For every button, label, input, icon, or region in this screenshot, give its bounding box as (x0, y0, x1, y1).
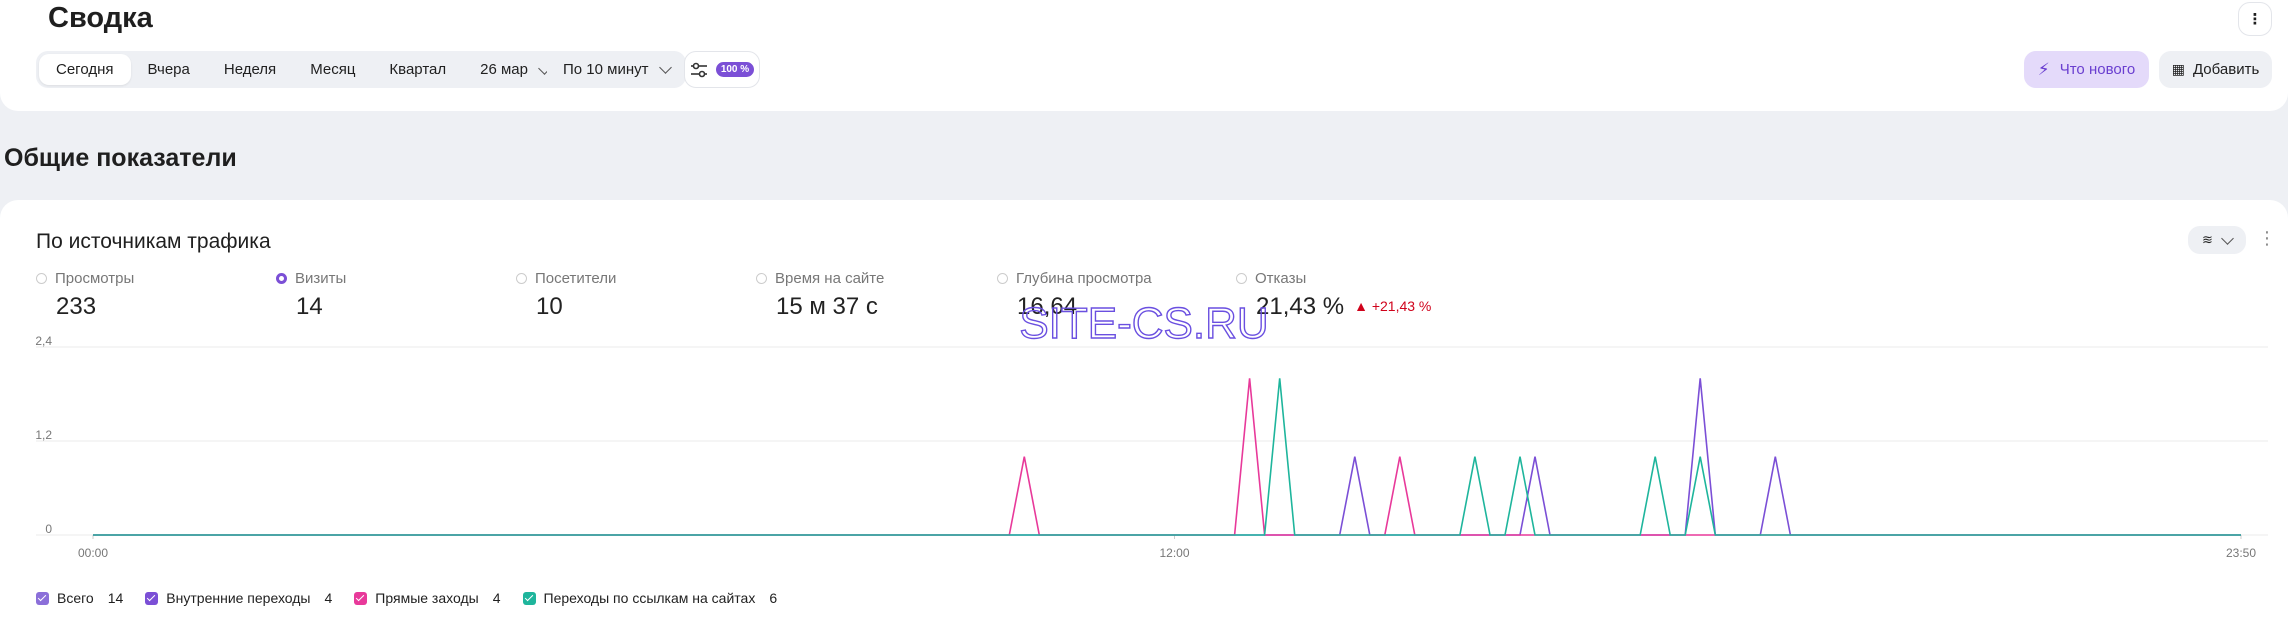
interval-label: По 10 минут (563, 61, 649, 78)
section-title: Общие показатели (4, 144, 237, 172)
metric-label-row: Посетители (516, 270, 616, 287)
metric-radio (276, 273, 287, 284)
period-tab[interactable]: 26 мар (463, 54, 566, 85)
header: Сводка Сегодня Вчера Неделя Месяц Квартал 26 … (0, 0, 2288, 111)
metric-value-row: 233 (36, 293, 134, 321)
chart-settings[interactable]: ≋ (2188, 226, 2246, 254)
metric-radio (756, 273, 767, 284)
legend-name: Прямые заходы (375, 590, 479, 606)
sampling-button[interactable]: 100 % (684, 51, 760, 88)
metric-value-row: 14 (276, 293, 346, 321)
period-tab[interactable]: Сегодня (39, 54, 131, 85)
legend-checkbox (36, 591, 49, 605)
metric-label: Глубина просмотра (1016, 270, 1152, 287)
period-tab[interactable]: Вчера (147, 61, 190, 78)
metric-value-row: 15 м 37 с (756, 293, 884, 321)
whats-new-label: Что нового (2059, 61, 2136, 78)
metric-label: Время на сайте (775, 270, 885, 287)
period-tab[interactable]: Месяц (310, 61, 356, 78)
metric-label: Отказы (1255, 270, 1307, 287)
legend: Всего 14 Внутренние переходы 4 Прямые заходы… (36, 590, 799, 606)
metric[interactable]: Посетители 10 (516, 270, 616, 321)
metric[interactable]: Визиты 14 (276, 270, 346, 321)
metric-value-row: 10 (516, 293, 616, 321)
add-button[interactable]: ▦ Добавить (2159, 51, 2272, 88)
metric-value: 14 (296, 293, 323, 320)
metric-value-row: 16,64 (997, 293, 1152, 321)
metric-value: 233 (56, 293, 97, 320)
metric-value: 16,64 (1017, 293, 1078, 320)
metric[interactable]: Просмотры 233 (36, 270, 134, 321)
legend-count: 14 (107, 590, 124, 606)
metric-radio (997, 273, 1008, 284)
metric-radio (1236, 273, 1247, 284)
metric[interactable]: Отказы 21,43 % ▲ +21,43 % (1236, 270, 1431, 321)
metric-label: Посетители (535, 270, 617, 287)
metric-radio (36, 273, 47, 284)
metric-value: 21,43 % (1256, 293, 1345, 320)
metric-label: Визиты (295, 270, 347, 287)
metric-change: ▲ +21,43 % (1354, 298, 1432, 314)
legend-name: Переходы по ссылкам на сайтах (543, 590, 756, 606)
period-tabs: Сегодня Вчера Неделя Месяц Квартал 26 мар (36, 51, 570, 88)
metric[interactable]: Глубина просмотра 16,64 (997, 270, 1152, 321)
period-tab[interactable]: Квартал (389, 61, 447, 78)
card-title: По источникам трафика (36, 230, 271, 253)
card: По источникам трафика ≋ ⋮ Всего 14 Внутрен… (0, 200, 2288, 642)
metric-label-row: Просмотры (36, 270, 134, 287)
add-label: Добавить (2192, 61, 2260, 78)
legend-item[interactable]: Прямые заходы 4 (354, 590, 501, 606)
legend-checkbox (354, 591, 368, 605)
whats-new-button[interactable]: ⚡ Что нового (2024, 51, 2149, 88)
legend-count: 4 (324, 590, 333, 606)
legend-name: Всего (57, 590, 94, 606)
metric-radio (516, 273, 527, 284)
sampling-badge: 100 % (715, 62, 755, 77)
metric-label: Просмотры (55, 270, 135, 287)
legend-item[interactable]: Внутренние переходы 4 (145, 590, 332, 606)
card-menu[interactable]: ⋮ (2258, 228, 2276, 248)
period-tab[interactable]: Неделя (223, 61, 277, 78)
metric-value: 15 м 37 с (776, 293, 878, 320)
legend-checkbox (145, 591, 159, 605)
legend-name: Внутренние переходы (166, 590, 311, 606)
legend-count: 4 (492, 590, 501, 606)
page-title: Сводка (48, 2, 153, 34)
interval-select[interactable]: По 10 минут (547, 51, 686, 88)
legend-count: 6 (769, 590, 778, 606)
metric-label-row: Глубина просмотра (997, 270, 1152, 287)
legend-item[interactable]: Переходы по ссылкам на сайтах 6 (522, 590, 778, 606)
metric-value: 10 (536, 293, 563, 320)
metric-label-row: Визиты (276, 270, 346, 287)
legend-checkbox (522, 591, 536, 605)
metric-label-row: Время на сайте (756, 270, 884, 287)
metric-value-row: 21,43 % ▲ +21,43 % (1236, 293, 1431, 321)
metric[interactable]: Время на сайте 15 м 37 с (756, 270, 884, 321)
metric-label-row: Отказы (1236, 270, 1431, 287)
legend-item[interactable]: Всего 14 (36, 590, 123, 606)
menu-button[interactable]: ⋮ (2238, 2, 2272, 36)
filter-icon (690, 62, 707, 77)
